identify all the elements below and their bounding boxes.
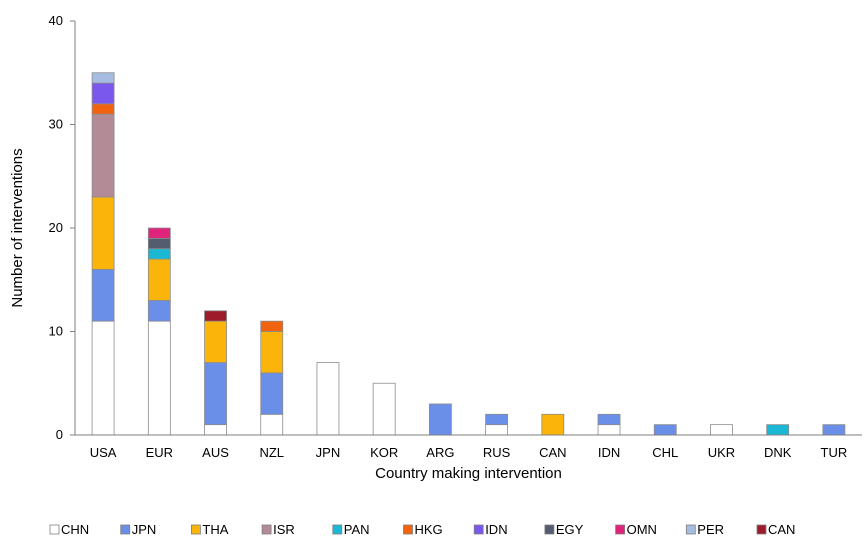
x-tick-label: AUS	[202, 445, 229, 460]
bar-segment-rus-jpn	[485, 413, 509, 426]
x-tick-label: CAN	[539, 445, 566, 460]
y-tick-label: 40	[49, 13, 63, 28]
bar-segment-nzl-hkg	[260, 320, 284, 332]
legend-label-can: CAN	[768, 522, 795, 537]
bar-segment-usa-chn	[91, 320, 115, 436]
legend-swatch-tha	[190, 524, 201, 535]
bar-segment-eur-chn	[147, 320, 171, 436]
x-tick-label: IDN	[598, 445, 620, 460]
y-axis-title: Number of interventions	[9, 148, 26, 307]
x-tick-label: UKR	[708, 445, 735, 460]
bar-segment-usa-hkg	[91, 103, 115, 115]
legend-swatch-jpn	[120, 524, 131, 535]
legend-swatch-idn	[473, 524, 484, 535]
bar-segment-chl-jpn	[653, 424, 677, 436]
bar-segment-tur-jpn	[822, 424, 846, 436]
bar-segment-arg-jpn	[428, 403, 452, 436]
bar-segment-usa-tha	[91, 196, 115, 270]
x-tick-label: JPN	[316, 445, 341, 460]
bar-segment-usa-isr	[91, 113, 115, 198]
bar-segment-dnk-pan	[766, 424, 790, 436]
bar-segment-idn-chn	[597, 424, 621, 436]
x-tick-label: CHL	[652, 445, 678, 460]
legend-swatch-can	[756, 524, 767, 535]
legend-label-jpn: JPN	[132, 522, 157, 537]
bar-segment-eur-pan	[147, 248, 171, 260]
bar-segment-eur-egy	[147, 237, 171, 250]
legend-label-idn: IDN	[485, 522, 507, 537]
bar-segment-aus-can	[204, 310, 227, 322]
bar-segment-usa-idn	[91, 82, 115, 105]
legend-swatch-egy	[544, 524, 555, 535]
legend-swatch-omn	[615, 524, 625, 535]
bar-segment-jpn-chn	[316, 362, 340, 436]
x-axis-title: Country making intervention	[375, 465, 562, 482]
bar-segment-nzl-tha	[260, 331, 284, 374]
legend-label-pan: PAN	[344, 522, 370, 537]
y-tick-label: 10	[49, 324, 63, 339]
bar-segment-kor-chn	[372, 382, 396, 436]
legend: CHN JPN THA ISR PAN HKG IDN EGY OMN PER CAN	[49, 522, 795, 537]
bar-segment-aus-jpn	[204, 362, 227, 426]
y-ticks-layer: 0 10 20 30 40	[49, 13, 75, 442]
bar-segment-aus-tha	[204, 320, 227, 363]
y-tick-label: 0	[56, 427, 63, 442]
bar-segment-rus-chn	[485, 424, 509, 436]
bar-segment-nzl-jpn	[260, 372, 284, 415]
x-tick-label: USA	[90, 445, 117, 460]
x-tick-label: KOR	[370, 445, 398, 460]
bar-segment-eur-omn	[147, 227, 171, 239]
legend-swatch-isr	[261, 524, 272, 535]
bar-segment-idn-jpn	[597, 413, 621, 426]
x-tick-label: DNK	[764, 445, 792, 460]
legend-label-hkg: HKG	[415, 522, 443, 537]
bar-segment-can-tha	[541, 413, 565, 436]
legend-label-omn: OMN	[627, 522, 657, 537]
legend-swatch-pan	[332, 524, 343, 535]
legend-label-per: PER	[697, 522, 724, 537]
x-tick-label: EUR	[146, 445, 173, 460]
legend-label-isr: ISR	[273, 522, 295, 537]
legend-swatch-per	[685, 524, 696, 535]
x-tick-label: RUS	[483, 445, 511, 460]
bar-segment-usa-jpn	[91, 268, 115, 322]
bar-segment-usa-per	[91, 72, 115, 84]
bars-layer	[91, 72, 846, 436]
y-tick-label: 30	[49, 117, 63, 132]
x-tick-label: TUR	[821, 445, 848, 460]
legend-swatch-chn	[49, 524, 60, 535]
bar-segment-ukr-chn	[710, 424, 733, 436]
bar-segment-eur-jpn	[147, 300, 171, 322]
bar-segment-aus-chn	[204, 424, 227, 436]
x-tick-label: ARG	[426, 445, 454, 460]
legend-swatch-hkg	[403, 524, 413, 535]
x-labels-layer: USA EUR AUS NZL JPN KOR ARG RUS CAN IDN CHL UKR DNK T…	[90, 445, 848, 460]
legend-label-tha: THA	[202, 522, 228, 537]
legend-label-egy: EGY	[556, 522, 584, 537]
bar-segment-eur-tha	[147, 258, 171, 301]
legend-label-chn: CHN	[61, 522, 89, 537]
y-tick-label: 20	[49, 220, 63, 235]
x-tick-label: NZL	[259, 445, 284, 460]
bar-segment-nzl-chn	[260, 413, 284, 436]
